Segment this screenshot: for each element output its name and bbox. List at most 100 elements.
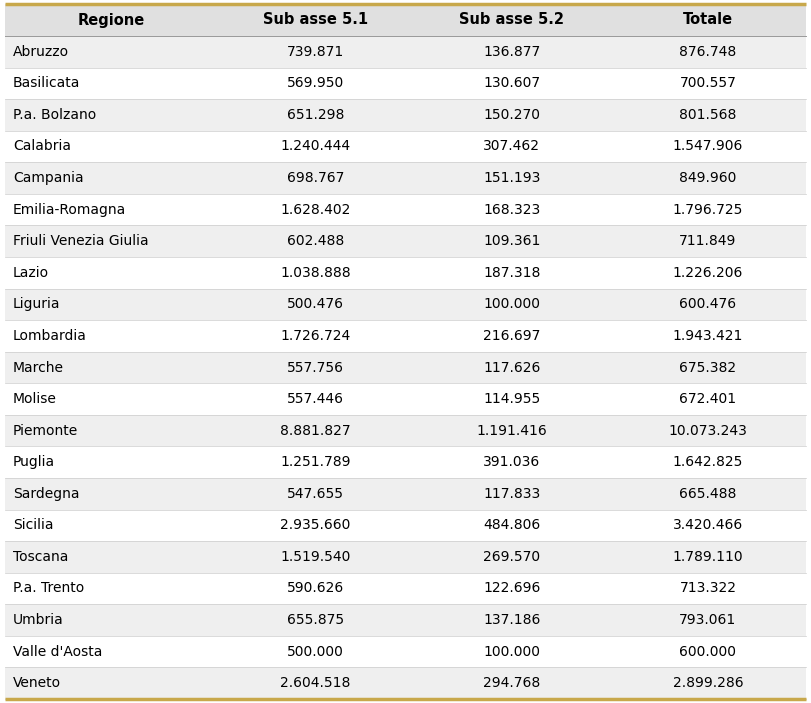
Bar bbox=[5, 162, 806, 194]
Text: 307.462: 307.462 bbox=[483, 139, 540, 153]
Text: 1.519.540: 1.519.540 bbox=[280, 550, 350, 564]
Bar bbox=[5, 131, 806, 162]
Text: Valle d'Aosta: Valle d'Aosta bbox=[13, 645, 102, 659]
Text: 655.875: 655.875 bbox=[287, 613, 344, 627]
Text: 675.382: 675.382 bbox=[680, 361, 736, 375]
Text: 2.935.660: 2.935.660 bbox=[280, 518, 350, 532]
Text: 557.756: 557.756 bbox=[287, 361, 344, 375]
Bar bbox=[5, 510, 806, 541]
Text: Toscana: Toscana bbox=[13, 550, 68, 564]
Text: 602.488: 602.488 bbox=[287, 234, 344, 248]
Text: 569.950: 569.950 bbox=[287, 77, 344, 91]
Bar bbox=[5, 573, 806, 605]
Text: 1.226.206: 1.226.206 bbox=[672, 266, 743, 280]
Text: 1.240.444: 1.240.444 bbox=[281, 139, 350, 153]
Text: 739.871: 739.871 bbox=[287, 45, 344, 59]
Text: 1.796.725: 1.796.725 bbox=[672, 202, 743, 217]
Text: P.a. Bolzano: P.a. Bolzano bbox=[13, 108, 97, 122]
Text: 1.251.789: 1.251.789 bbox=[280, 456, 350, 469]
Text: Puglia: Puglia bbox=[13, 456, 55, 469]
Text: 801.568: 801.568 bbox=[679, 108, 736, 122]
Text: 137.186: 137.186 bbox=[483, 613, 540, 627]
Text: 122.696: 122.696 bbox=[483, 581, 540, 595]
Bar bbox=[5, 636, 806, 667]
Text: 1.547.906: 1.547.906 bbox=[672, 139, 743, 153]
Text: 590.626: 590.626 bbox=[287, 581, 344, 595]
Text: 1.943.421: 1.943.421 bbox=[672, 329, 743, 343]
Text: 1.628.402: 1.628.402 bbox=[280, 202, 350, 217]
Text: Molise: Molise bbox=[13, 392, 57, 406]
Text: 269.570: 269.570 bbox=[483, 550, 540, 564]
Text: 1.726.724: 1.726.724 bbox=[281, 329, 350, 343]
Text: 168.323: 168.323 bbox=[483, 202, 540, 217]
Text: 665.488: 665.488 bbox=[679, 486, 736, 501]
Bar bbox=[5, 194, 806, 226]
Text: Sardegna: Sardegna bbox=[13, 486, 79, 501]
Text: 100.000: 100.000 bbox=[483, 645, 540, 659]
Bar bbox=[5, 320, 806, 352]
Text: 600.000: 600.000 bbox=[680, 645, 736, 659]
Bar bbox=[5, 478, 806, 510]
Text: P.a. Trento: P.a. Trento bbox=[13, 581, 84, 595]
Text: 10.073.243: 10.073.243 bbox=[668, 424, 747, 438]
Text: 130.607: 130.607 bbox=[483, 77, 540, 91]
Text: 391.036: 391.036 bbox=[483, 456, 540, 469]
Text: 1.642.825: 1.642.825 bbox=[672, 456, 743, 469]
Text: 216.697: 216.697 bbox=[483, 329, 540, 343]
Text: 547.655: 547.655 bbox=[287, 486, 344, 501]
Text: Sicilia: Sicilia bbox=[13, 518, 54, 532]
Text: Friuli Venezia Giulia: Friuli Venezia Giulia bbox=[13, 234, 148, 248]
Text: Veneto: Veneto bbox=[13, 676, 61, 690]
Text: Lombardia: Lombardia bbox=[13, 329, 87, 343]
Text: 651.298: 651.298 bbox=[287, 108, 344, 122]
Bar bbox=[5, 605, 806, 636]
Bar bbox=[5, 288, 806, 320]
Text: 793.061: 793.061 bbox=[680, 613, 736, 627]
Text: 136.877: 136.877 bbox=[483, 45, 540, 59]
Text: 151.193: 151.193 bbox=[483, 171, 540, 185]
Bar bbox=[5, 4, 806, 36]
Bar bbox=[5, 226, 806, 257]
Text: 1.038.888: 1.038.888 bbox=[280, 266, 350, 280]
Text: Sub asse 5.1: Sub asse 5.1 bbox=[263, 13, 368, 27]
Bar bbox=[5, 257, 806, 288]
Bar bbox=[5, 99, 806, 131]
Text: Emilia-Romagna: Emilia-Romagna bbox=[13, 202, 127, 217]
Text: 117.833: 117.833 bbox=[483, 486, 540, 501]
Text: 1.191.416: 1.191.416 bbox=[476, 424, 547, 438]
Bar bbox=[5, 36, 806, 67]
Text: Lazio: Lazio bbox=[13, 266, 49, 280]
Text: 150.270: 150.270 bbox=[483, 108, 540, 122]
Text: Sub asse 5.2: Sub asse 5.2 bbox=[459, 13, 564, 27]
Bar bbox=[5, 446, 806, 478]
Text: 849.960: 849.960 bbox=[679, 171, 736, 185]
Text: 713.322: 713.322 bbox=[680, 581, 736, 595]
Bar bbox=[5, 352, 806, 383]
Text: 484.806: 484.806 bbox=[483, 518, 540, 532]
Text: 100.000: 100.000 bbox=[483, 297, 540, 311]
Text: 600.476: 600.476 bbox=[680, 297, 736, 311]
Text: Campania: Campania bbox=[13, 171, 84, 185]
Text: 557.446: 557.446 bbox=[287, 392, 344, 406]
Bar bbox=[5, 541, 806, 573]
Text: Totale: Totale bbox=[683, 13, 733, 27]
Text: Marche: Marche bbox=[13, 361, 64, 375]
Bar bbox=[5, 67, 806, 99]
Bar bbox=[5, 415, 806, 446]
Text: 2.604.518: 2.604.518 bbox=[280, 676, 350, 690]
Text: 117.626: 117.626 bbox=[483, 361, 540, 375]
Text: 698.767: 698.767 bbox=[287, 171, 344, 185]
Text: 114.955: 114.955 bbox=[483, 392, 540, 406]
Text: 711.849: 711.849 bbox=[679, 234, 736, 248]
Text: 500.000: 500.000 bbox=[287, 645, 344, 659]
Text: Calabria: Calabria bbox=[13, 139, 71, 153]
Text: Liguria: Liguria bbox=[13, 297, 61, 311]
Text: Basilicata: Basilicata bbox=[13, 77, 80, 91]
Bar bbox=[5, 383, 806, 415]
Text: 109.361: 109.361 bbox=[483, 234, 540, 248]
Text: 672.401: 672.401 bbox=[680, 392, 736, 406]
Text: 3.420.466: 3.420.466 bbox=[673, 518, 743, 532]
Text: Umbria: Umbria bbox=[13, 613, 64, 627]
Text: 500.476: 500.476 bbox=[287, 297, 344, 311]
Text: 700.557: 700.557 bbox=[680, 77, 736, 91]
